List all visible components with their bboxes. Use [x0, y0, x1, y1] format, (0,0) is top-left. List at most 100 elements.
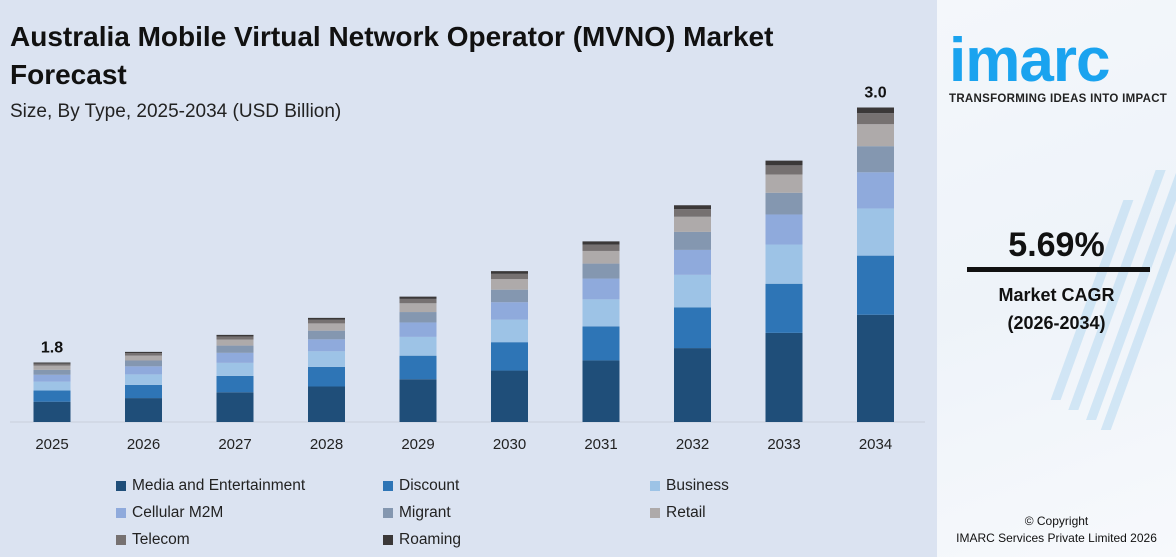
bar-segment-media-and-entertainment	[491, 370, 528, 422]
bar-segment-business	[308, 351, 345, 367]
bar-segment-roaming	[674, 205, 711, 210]
x-tick-label: 2030	[493, 436, 526, 453]
copyright: © Copyright	[1024, 514, 1089, 528]
bar-segment-cellular-m2m	[33, 374, 71, 382]
bar-segment-retail	[582, 250, 620, 264]
legend-label: Retail	[666, 504, 706, 521]
bar-segment-telecom	[857, 113, 894, 125]
cagr-period: (2026-2034)	[1007, 313, 1106, 333]
bar-segment-migrant	[33, 369, 71, 375]
legend-item: Discount	[383, 477, 459, 495]
bar-segment-cellular-m2m	[125, 366, 162, 375]
brand-panel: imarc TRANSFORMING IDEAS INTO IMPACT 5.6…	[937, 0, 1176, 557]
bar-segment-retail	[491, 279, 528, 290]
bar-segment-telecom	[308, 319, 345, 324]
legend-swatch	[650, 508, 660, 518]
bar-segment-cellular-m2m	[857, 172, 894, 209]
bar-segment-retail	[857, 124, 894, 147]
x-tick-label: 2029	[401, 436, 434, 453]
bar-segment-discount	[674, 307, 711, 349]
bar-segment-discount	[399, 355, 437, 380]
bar-segment-roaming	[765, 160, 803, 166]
bar-segment-cellular-m2m	[216, 352, 254, 363]
bar-segment-business	[857, 208, 894, 256]
chart-panel: Australia Mobile Virtual Network Operato…	[10, 21, 925, 549]
bar-segment-discount	[491, 342, 528, 371]
legend-swatch	[383, 508, 393, 518]
x-tick-label: 2031	[584, 436, 617, 453]
bar-segment-migrant	[125, 360, 162, 367]
legend-item: Media and Entertainment	[116, 477, 305, 495]
x-tick-label: 2034	[859, 436, 892, 453]
bar-segment-migrant	[491, 289, 528, 303]
bar-segment-business	[216, 362, 254, 376]
bar-segment-cellular-m2m	[491, 302, 528, 320]
bar-segment-retail	[674, 216, 711, 232]
bar-segment-media-and-entertainment	[765, 332, 803, 422]
bar-segment-discount	[33, 390, 71, 402]
bar-segment-telecom	[582, 244, 620, 251]
imarc-logo: imarc	[949, 26, 1110, 95]
legend-label: Cellular M2M	[132, 504, 224, 521]
data-label: 1.8	[41, 340, 63, 357]
x-tick-label: 2028	[310, 436, 343, 453]
bar-segment-discount	[216, 375, 254, 393]
bar-segment-retail	[216, 339, 254, 346]
bar-segment-roaming	[33, 362, 71, 364]
x-tick-label: 2025	[35, 436, 68, 453]
cagr-value: 5.69%	[1008, 226, 1105, 264]
x-tick-label: 2027	[218, 436, 251, 453]
bar-segment-migrant	[308, 330, 345, 340]
legend-label: Roaming	[399, 531, 462, 548]
bar-segment-media-and-entertainment	[125, 398, 162, 422]
bar-segment-media-and-entertainment	[216, 392, 254, 422]
brand-tagline: TRANSFORMING IDEAS INTO IMPACT	[949, 93, 1168, 105]
legend-swatch	[116, 508, 126, 518]
bar-segment-roaming	[308, 317, 345, 320]
bar-segment-business	[125, 374, 162, 385]
bar-segment-business	[399, 336, 437, 356]
bar-segment-cellular-m2m	[582, 278, 620, 300]
bar-segment-discount	[857, 255, 894, 315]
bar-segment-business	[765, 244, 803, 284]
bar-segment-telecom	[33, 363, 71, 366]
bar-segment-media-and-entertainment	[308, 386, 345, 422]
bar-segment-telecom	[491, 273, 528, 280]
legend-item: Retail	[650, 504, 706, 522]
legend-item: Telecom	[116, 531, 190, 549]
legend-item: Migrant	[383, 504, 451, 522]
stacked-bar-chart: 2025 1.8 2026 2027 2028 2029 2030 2031 2032 2033 2…	[10, 85, 925, 453]
page-title: Australia Mobile Virtual Network Operato…	[10, 21, 774, 90]
legend-label: Media and Entertainment	[132, 477, 306, 494]
bar-segment-business	[674, 274, 711, 308]
legend-swatch	[116, 481, 126, 491]
data-label: 3.0	[864, 85, 886, 102]
bar-segment-business	[582, 299, 620, 327]
bar-segment-retail	[33, 365, 71, 370]
bar-segment-business	[491, 319, 528, 343]
bar-segment-retail	[308, 323, 345, 331]
bar-segment-media-and-entertainment	[674, 348, 711, 422]
bar-segment-telecom	[125, 353, 162, 356]
x-tick-label: 2032	[676, 436, 709, 453]
bar-segment-discount	[582, 326, 620, 361]
legend-label: Business	[666, 477, 729, 494]
legend-label: Migrant	[399, 504, 451, 521]
legend-swatch	[383, 535, 393, 545]
bar-segment-cellular-m2m	[308, 339, 345, 352]
bar-segment-roaming	[125, 351, 162, 354]
legend-swatch	[650, 481, 660, 491]
bar-segment-roaming	[582, 241, 620, 245]
bar-segment-telecom	[216, 336, 254, 340]
bar-segment-telecom	[399, 298, 437, 304]
bar-segment-retail	[765, 174, 803, 193]
bar-segment-discount	[765, 283, 803, 333]
bar-segment-roaming	[491, 271, 528, 274]
bar-segment-cellular-m2m	[399, 322, 437, 337]
cagr-divider	[967, 267, 1150, 272]
legend-item: Cellular M2M	[116, 504, 223, 522]
bar-segment-migrant	[399, 312, 437, 323]
bar-segment-retail	[399, 303, 437, 313]
bar-segment-roaming	[399, 296, 437, 299]
bar-segment-roaming	[857, 107, 894, 114]
